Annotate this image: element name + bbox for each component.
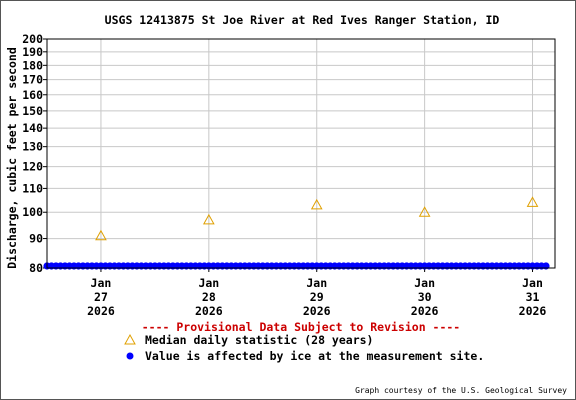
- plot-area-border: [46, 38, 556, 269]
- legend-ice-label: Value is affected by ice at the measurem…: [145, 349, 484, 363]
- y-tick-label: 150: [22, 104, 43, 118]
- x-tick-label: 2026: [519, 304, 547, 318]
- y-tick-label: 130: [22, 140, 43, 154]
- y-tick-label: 200: [22, 32, 43, 46]
- y-tick-label: 80: [29, 261, 43, 275]
- y-tick-label: 160: [22, 88, 43, 102]
- x-tick-label: 31: [526, 290, 540, 304]
- x-tick-label: 2026: [195, 304, 223, 318]
- provisional-notice: ---- Provisional Data Subject to Revisio…: [142, 320, 461, 334]
- x-tick-label: 28: [202, 290, 216, 304]
- x-tick-label: 2026: [411, 304, 439, 318]
- legend-median-label: Median daily statistic (28 years): [145, 333, 373, 347]
- x-tick-label: Jan: [91, 276, 112, 290]
- ice-affected-values-series: [43, 262, 550, 270]
- y-tick-label: 190: [22, 45, 43, 59]
- median-daily-point: [526, 196, 539, 207]
- y-tick-label: 110: [22, 181, 43, 195]
- x-tick-label: 27: [94, 290, 108, 304]
- legend-triangle-icon: [124, 333, 136, 345]
- x-tick-labels: Jan272026Jan282026Jan292026Jan302026Jan3…: [87, 276, 546, 318]
- y-tick-label: 140: [22, 121, 43, 135]
- grid-lines: [43, 38, 555, 272]
- y-tick-label: 180: [22, 58, 43, 72]
- median-daily-point: [418, 206, 431, 217]
- x-tick-label: 2026: [303, 304, 331, 318]
- x-tick-label: 2026: [87, 304, 115, 318]
- x-tick-label: Jan: [522, 276, 543, 290]
- x-tick-label: Jan: [306, 276, 327, 290]
- y-tick-label: 120: [22, 160, 43, 174]
- y-axis-label: Discharge, cubic feet per second: [5, 47, 19, 269]
- legend-circle-icon: [126, 352, 134, 360]
- median-daily-point: [310, 198, 323, 210]
- median-daily-point: [95, 229, 107, 241]
- y-tick-label: 100: [22, 205, 43, 219]
- median-daily-statistic-series: [95, 196, 539, 241]
- y-tick-label: 170: [22, 73, 43, 87]
- usgs-credit: Graph courtesy of the U.S. Geological Su…: [355, 386, 567, 395]
- x-tick-label: 30: [418, 290, 432, 304]
- chart-title: USGS 12413875 St Joe River at Red Ives R…: [105, 13, 500, 27]
- median-daily-point: [202, 213, 215, 225]
- x-tick-label: Jan: [414, 276, 435, 290]
- y-tick-label: 90: [29, 232, 43, 246]
- x-tick-label: 29: [310, 290, 324, 304]
- x-tick-label: Jan: [198, 276, 219, 290]
- ice-affected-point: [542, 262, 550, 270]
